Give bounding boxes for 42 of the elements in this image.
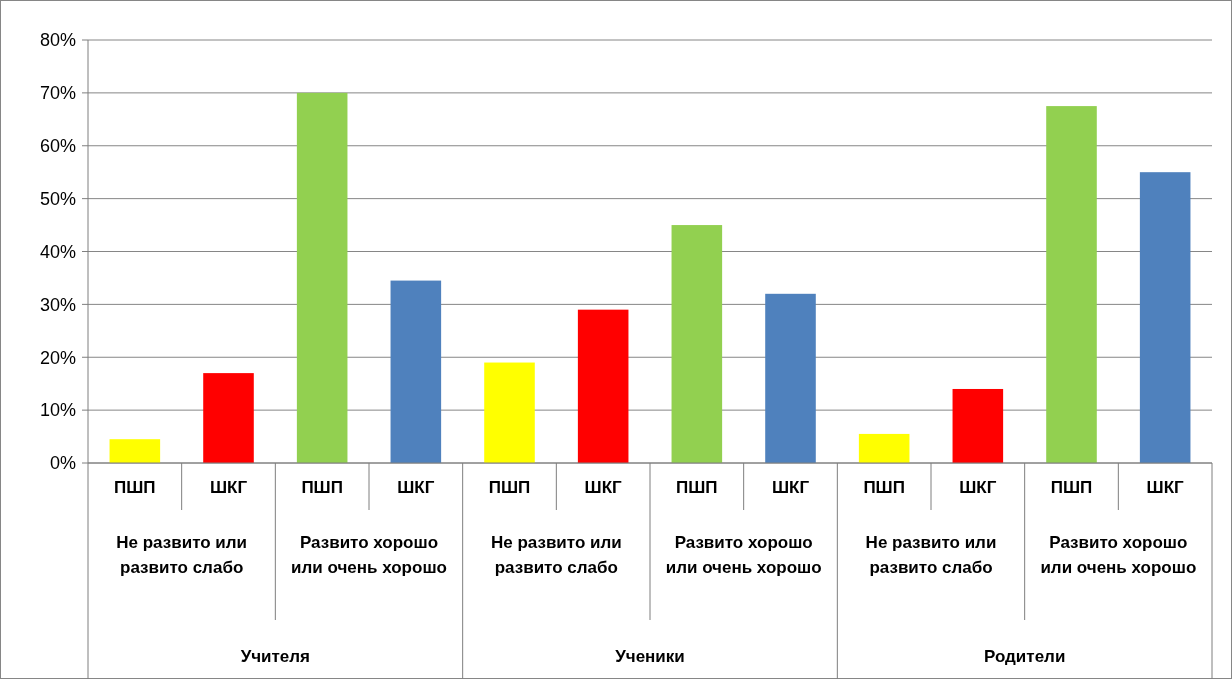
y-tick-label: 50% <box>39 188 76 209</box>
bar <box>858 433 910 463</box>
x-tick-label: ШКГ <box>771 477 810 497</box>
bar <box>109 439 161 463</box>
bar <box>390 280 442 463</box>
x-tick-label: ПШП <box>488 477 531 497</box>
x-tick-label: ШКГ <box>397 477 435 497</box>
x-tick-label: ПШП <box>676 477 718 497</box>
x-tick-label: ПШП <box>114 477 156 497</box>
text: Развито хорошо или очень хорошо <box>291 533 447 577</box>
bar <box>296 92 348 463</box>
y-tick-label: 30% <box>39 294 76 315</box>
bar <box>577 309 629 463</box>
y-tick-label: 60% <box>39 136 76 157</box>
x-tick-label: ПШП <box>1050 477 1093 497</box>
y-tick-label: 40% <box>39 241 76 262</box>
bar <box>1139 172 1191 463</box>
y-tick-label: 70% <box>39 83 76 104</box>
text: Развито хорошо или очень хорошо <box>665 533 822 577</box>
bar <box>1046 106 1097 463</box>
x-tick-label: ПШП <box>301 477 343 497</box>
text: Не развито или развито слабо <box>865 533 997 577</box>
bar <box>765 293 816 463</box>
y-tick-label: 0% <box>49 453 76 474</box>
x-tick-label: ШКГ <box>584 477 623 497</box>
y-tick-label: 20% <box>39 347 76 368</box>
text: Ученики <box>615 646 685 666</box>
x-tick-label: ШКГ <box>1146 477 1185 497</box>
y-tick-label: 80% <box>39 30 76 51</box>
x-tick-label: ШКГ <box>209 477 248 497</box>
y-tick-label: 10% <box>39 400 76 421</box>
bar <box>952 388 1004 463</box>
bar <box>484 362 535 463</box>
x-tick-label: ПШП <box>863 477 905 497</box>
text: Развито хорошо или очень хорошо <box>1040 533 1197 577</box>
text: Учителя <box>240 646 311 666</box>
bar <box>203 373 254 463</box>
text: Не развито или развито слабо <box>116 533 248 577</box>
bar <box>671 225 723 463</box>
x-tick-label: ШКГ <box>959 477 997 497</box>
text: Не развито или развито слабо <box>490 533 622 577</box>
text: Родители <box>983 646 1066 666</box>
